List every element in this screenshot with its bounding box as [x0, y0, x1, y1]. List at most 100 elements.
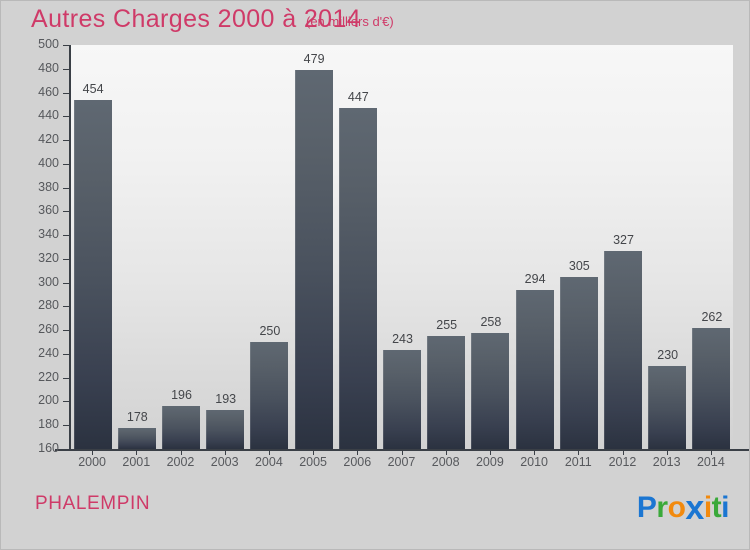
- y-tick-label: 340: [38, 227, 59, 242]
- y-tick: 340: [21, 227, 71, 241]
- x-tick-mark: [313, 450, 315, 455]
- proxiti-logo[interactable]: Proxiti: [636, 487, 730, 527]
- plot-area: 500 480 460 440 420 400 380 360 340 320 300 280 260 2…: [21, 37, 749, 469]
- y-tick-label: 160: [38, 441, 59, 455]
- bar-2013[interactable]: 230: [648, 348, 687, 449]
- x-tick-mark: [534, 450, 536, 455]
- bar-2003[interactable]: 193: [206, 392, 245, 449]
- x-tick-label: 2014: [696, 455, 725, 469]
- x-tick-label: 2012: [608, 455, 637, 469]
- x-tick-mark: [268, 450, 270, 455]
- x-tick-mark: [357, 450, 359, 455]
- bar-2002[interactable]: 196: [162, 388, 200, 449]
- bar-value-label: 196: [171, 388, 192, 403]
- x-tick-mark: [666, 450, 668, 455]
- x-tick-label: 2011: [564, 455, 592, 469]
- bar-value-label: 255: [436, 318, 458, 333]
- x-tick-label: 2009: [475, 455, 504, 469]
- y-tick: 240: [21, 346, 71, 360]
- bar-2001[interactable]: 178: [117, 410, 156, 449]
- y-tick: 200: [21, 393, 71, 407]
- x-tick-label: 2010: [520, 455, 548, 469]
- logo-letter-i2: i: [721, 491, 729, 524]
- y-tick-label: 300: [38, 274, 59, 289]
- bar-2006[interactable]: 447: [338, 90, 377, 449]
- y-tick: 440: [21, 108, 71, 122]
- chart-header: Autres Charges 2000 à 2014 (en milliers …: [1, 1, 749, 41]
- y-tick: 460: [21, 85, 71, 99]
- bar-2014[interactable]: 262: [692, 310, 731, 449]
- bar-2008[interactable]: 255: [427, 318, 466, 449]
- logo-letter-p: P: [636, 491, 657, 524]
- bar-value-label: 178: [126, 409, 148, 424]
- y-tick-label: 360: [38, 203, 59, 218]
- bar-value-label: 294: [524, 271, 546, 286]
- bar-value-label: 479: [303, 51, 325, 66]
- x-tick-mark: [180, 450, 182, 455]
- y-tick: 500: [21, 37, 71, 51]
- y-tick: 420: [21, 132, 71, 146]
- y-tick: 320: [21, 251, 71, 265]
- y-tick-label: 380: [38, 179, 59, 194]
- y-tick: 220: [21, 370, 71, 384]
- y-tick-mark: [63, 449, 71, 450]
- y-tick-label: 420: [38, 132, 59, 147]
- x-tick-mark: [489, 450, 491, 455]
- y-tick-mark: [63, 425, 71, 427]
- y-tick: 280: [21, 298, 71, 312]
- bar-2004[interactable]: 250: [250, 324, 289, 449]
- y-tick: 160: [21, 441, 71, 455]
- y-tick: 400: [21, 156, 71, 170]
- y-tick-mark: [63, 140, 71, 142]
- y-tick-mark: [63, 330, 71, 332]
- y-tick: 180: [21, 417, 71, 431]
- x-tick-label: 2013: [652, 455, 681, 469]
- y-tick-mark: [63, 282, 71, 284]
- bar-value-label: 447: [347, 89, 369, 104]
- bar-2011[interactable]: 305: [559, 259, 598, 449]
- bar-2010[interactable]: 294: [515, 272, 554, 449]
- x-tick-label: 2004: [254, 455, 283, 469]
- y-tick: 360: [21, 203, 71, 217]
- y-tick-label: 500: [38, 37, 59, 51]
- y-tick-label: 260: [38, 322, 59, 337]
- logo-letter-t: t: [711, 491, 722, 524]
- y-tick-mark: [63, 116, 71, 118]
- x-tick-mark: [401, 450, 403, 455]
- y-tick-label: 440: [38, 108, 59, 123]
- y-tick-label: 280: [38, 298, 59, 313]
- y-tick-mark: [63, 211, 71, 213]
- y-tick-label: 240: [38, 345, 59, 360]
- bar-value-label: 243: [392, 332, 413, 347]
- logo-letter-i1: i: [703, 491, 712, 524]
- bar-value-label: 262: [701, 309, 723, 324]
- x-tick-mark: [622, 450, 624, 455]
- bar-2000[interactable]: 454: [73, 82, 112, 449]
- logo-letter-o: o: [667, 491, 686, 524]
- chart-subtitle: (en milliers d'€): [306, 14, 394, 29]
- x-tick-mark: [445, 450, 447, 455]
- bar-value-label: 305: [568, 258, 590, 273]
- x-tick-mark: [578, 450, 580, 455]
- bar-value-label: 454: [82, 81, 104, 96]
- y-tick-label: 480: [38, 60, 59, 75]
- bar-2005[interactable]: 479: [294, 52, 333, 449]
- x-axis-line: [55, 449, 749, 451]
- bar-2009[interactable]: 258: [471, 315, 510, 449]
- bar-2007[interactable]: 243: [383, 332, 421, 449]
- y-tick-label: 400: [38, 155, 59, 170]
- y-tick-mark: [63, 235, 71, 237]
- bar-2012[interactable]: 327: [604, 233, 642, 449]
- x-tick-label: 2001: [122, 455, 151, 469]
- y-tick-mark: [63, 45, 71, 46]
- bar-value-label: 250: [259, 324, 281, 339]
- x-tick-mark: [224, 450, 226, 455]
- x-tick-label: 2000: [78, 455, 106, 469]
- chart-footer: PHALEMPIN Proxiti: [1, 479, 749, 549]
- y-tick-label: 200: [38, 393, 59, 408]
- bar-value-label: 327: [613, 232, 634, 247]
- y-tick-mark: [63, 163, 71, 165]
- y-tick: 380: [21, 180, 71, 194]
- x-tick-label: 2005: [299, 455, 327, 469]
- y-tick-label: 320: [38, 250, 59, 265]
